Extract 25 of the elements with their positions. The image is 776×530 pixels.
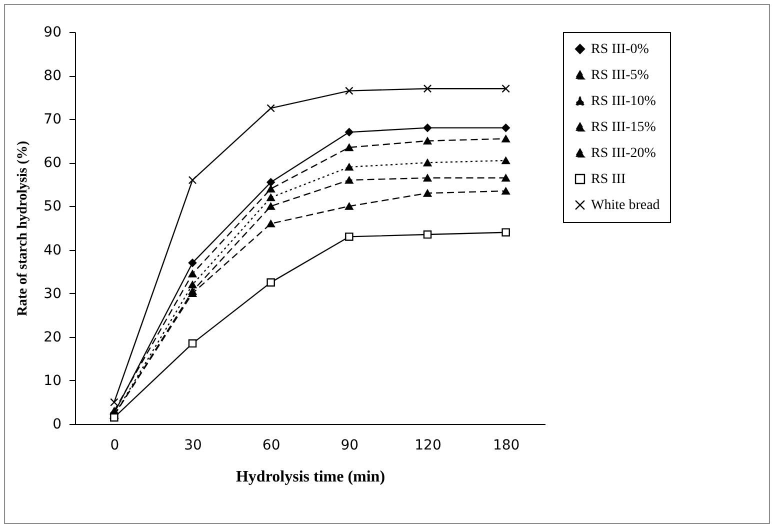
x-tick-label: 0	[110, 438, 120, 454]
x-tick-label: 120	[414, 438, 442, 454]
y-tick-label: 0	[52, 416, 62, 432]
y-axis-title: Rate of starch hydrolysis (%)	[16, 140, 31, 316]
legend-label: RS III-10%	[591, 94, 656, 109]
x-tick-label: 30	[184, 438, 202, 454]
y-tick-label: 50	[44, 198, 62, 215]
y-tick-label: 30	[44, 286, 62, 302]
y-tick-label: 60	[44, 155, 62, 172]
legend-label: RS III-5%	[591, 68, 650, 83]
y-tick-label: 90	[44, 24, 62, 40]
legend-label: RS III-15%	[591, 120, 656, 135]
y-tick-label: 40	[44, 242, 62, 258]
legend-label: RS III	[591, 172, 626, 187]
legend-label: RS III-0%	[591, 42, 650, 57]
x-axis-title: Hydrolysis time (min)	[236, 468, 386, 486]
x-tick-label: 90	[340, 438, 359, 454]
y-tick-label: 80	[44, 68, 62, 84]
x-tick-label: 60	[262, 438, 280, 454]
legend-label: RS III-20%	[591, 146, 656, 161]
x-tick-label: 180	[492, 438, 520, 454]
y-tick-label: 10	[44, 372, 62, 389]
y-tick-label: 20	[44, 329, 62, 346]
legend-label: White bread	[591, 198, 660, 213]
y-tick-label: 70	[44, 112, 62, 128]
